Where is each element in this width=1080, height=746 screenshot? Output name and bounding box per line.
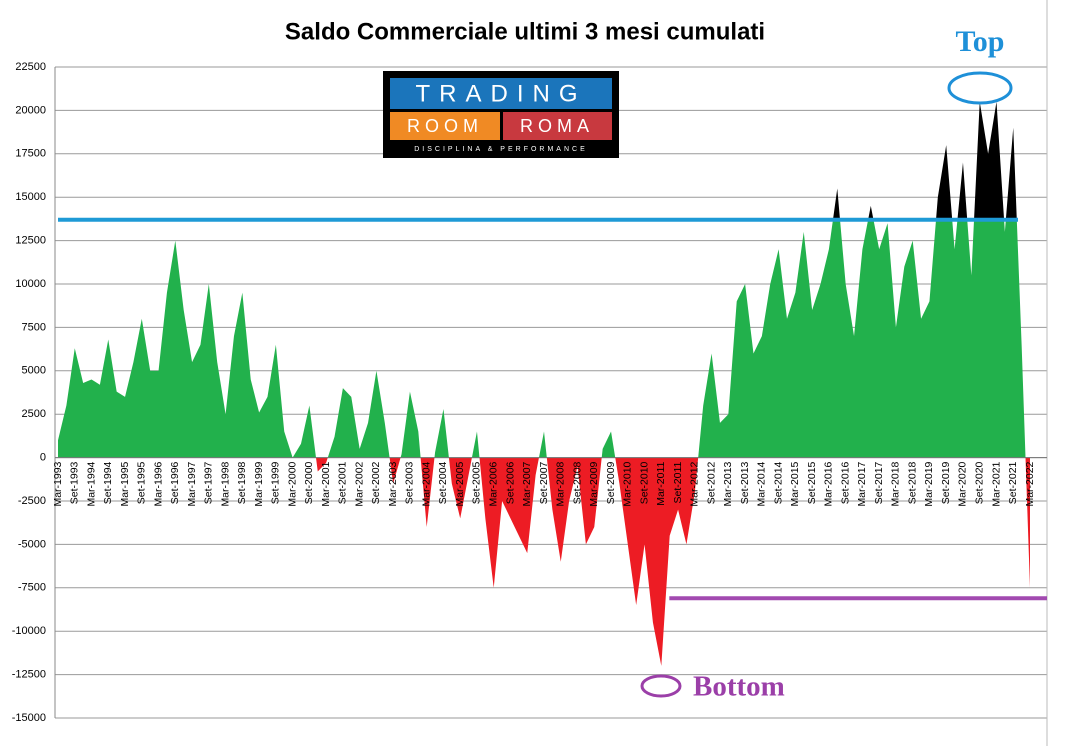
y-tick-label: -2500 bbox=[18, 495, 46, 507]
x-tick-label: Mar-2016 bbox=[823, 461, 835, 506]
y-tick-label: -10000 bbox=[12, 625, 46, 637]
x-tick-label: Mar-2002 bbox=[353, 461, 365, 506]
x-tick-label: Mar-1995 bbox=[119, 461, 131, 506]
y-tick-label: 10000 bbox=[15, 278, 46, 290]
y-tick-label: 5000 bbox=[22, 365, 46, 377]
x-tick-label: Set-2004 bbox=[437, 461, 449, 504]
x-tick-label: Mar-1998 bbox=[219, 461, 231, 506]
x-tick-label: Set-1993 bbox=[69, 461, 81, 504]
x-tick-label: Mar-2003 bbox=[387, 461, 399, 506]
plot-area: -15000 -12500 -10000 -7500 -5000 -2500 0 2500 50… bbox=[12, 0, 1048, 746]
y-tick-label: 17500 bbox=[15, 148, 46, 160]
x-tick-label: Mar-2020 bbox=[957, 461, 969, 506]
x-tick-label: Set-2020 bbox=[974, 461, 986, 504]
y-tick-label: -7500 bbox=[18, 582, 46, 594]
x-tick-label: Mar-2014 bbox=[756, 461, 768, 506]
y-tick-label: 22500 bbox=[15, 61, 46, 73]
logo-band bbox=[390, 112, 500, 140]
area bbox=[58, 101, 1030, 666]
x-tick-label: Set-2007 bbox=[538, 461, 550, 504]
highlight-ellipse bbox=[947, 71, 1013, 105]
x-tick-label: Mar-1996 bbox=[152, 461, 164, 506]
x-tick-label: Set-2001 bbox=[337, 461, 349, 504]
x-tick-label: Set-2016 bbox=[839, 461, 851, 504]
x-tick-label: Set-2006 bbox=[504, 461, 516, 504]
x-tick-label: Set-1997 bbox=[203, 461, 215, 504]
x-tick-label: Mar-2006 bbox=[488, 461, 500, 506]
x-tick-label: Set-1998 bbox=[236, 461, 248, 504]
x-tick-label: Set-1995 bbox=[136, 461, 148, 504]
x-tick-label: Mar-2015 bbox=[789, 461, 801, 506]
x-tick-label: Mar-2001 bbox=[320, 461, 332, 506]
x-tick-label: Mar-2011 bbox=[655, 461, 667, 505]
x-tick-label: Set-2012 bbox=[705, 461, 717, 504]
x-tick-label: Set-1994 bbox=[102, 461, 114, 504]
logo-tagline: DISCIPLINA & PERFORMANCE bbox=[414, 146, 588, 153]
x-tick-label: Mar-2007 bbox=[521, 461, 533, 506]
annotation: Top bbox=[956, 25, 1005, 58]
x-tick-label: Set-2002 bbox=[370, 461, 382, 504]
x-tick-label: Set-1996 bbox=[169, 461, 181, 504]
y-tick-label: -12500 bbox=[12, 669, 46, 681]
x-tick-label: Set-1999 bbox=[270, 461, 282, 504]
x-tick-label: Mar-1999 bbox=[253, 461, 265, 506]
y-tick-label: -15000 bbox=[12, 712, 46, 724]
logo-band bbox=[390, 78, 612, 109]
logo: TRADING ROOM ROMA DISCIPLINA & PERFORMAN… bbox=[383, 71, 619, 158]
annotation: Bottom bbox=[693, 671, 785, 703]
y-tick-label: 20000 bbox=[15, 104, 46, 116]
x-tick-label: Mar-2008 bbox=[555, 461, 567, 506]
y-tick-label: 7500 bbox=[22, 321, 46, 333]
x-tick-label: Mar-2004 bbox=[420, 461, 432, 506]
x-tick-label: Mar-2018 bbox=[890, 461, 902, 506]
x-tick-label: Set-2000 bbox=[303, 461, 315, 504]
x-tick-label: Set-2015 bbox=[806, 461, 818, 504]
x-tick-label: Mar-1994 bbox=[85, 461, 97, 506]
x-tick-label: Mar-2005 bbox=[454, 461, 466, 506]
x-tick-label: Mar-1997 bbox=[186, 461, 198, 506]
x-tick-label: Set-2010 bbox=[638, 461, 650, 504]
x-tick-label: Set-2011 bbox=[672, 461, 684, 503]
x-tick-label: Mar-2000 bbox=[286, 461, 298, 506]
x-tick-label: Mar-2022 bbox=[1024, 461, 1036, 506]
logo-text: ROOM bbox=[407, 116, 483, 136]
x-tick-label: Mar-2012 bbox=[689, 461, 701, 506]
x-tick-label: Mar-2021 bbox=[990, 461, 1002, 506]
x-tick-label: Mar-2019 bbox=[923, 461, 935, 506]
x-tick-label: Set-2018 bbox=[906, 461, 918, 504]
x-tick-label: Set-2005 bbox=[471, 461, 483, 504]
logo-band bbox=[503, 112, 612, 140]
x-tick-label: Mar-1993 bbox=[52, 461, 64, 506]
x-tick-label: Set-2008 bbox=[571, 461, 583, 504]
x-tick-label: Mar-2013 bbox=[722, 461, 734, 506]
x-tick-label: Set-2003 bbox=[404, 461, 416, 504]
y-tick-label: 0 bbox=[40, 452, 46, 464]
y-tick-label: 15000 bbox=[15, 191, 46, 203]
logo-text: ROMA bbox=[520, 116, 594, 136]
x-tick-label: Mar-2009 bbox=[588, 461, 600, 506]
x-tick-label: Mar-2017 bbox=[856, 461, 868, 506]
y-tick-label: 12500 bbox=[15, 235, 46, 247]
x-tick-label: Set-2021 bbox=[1007, 461, 1019, 504]
highlight-ellipse bbox=[640, 674, 682, 698]
y-tick-label: -5000 bbox=[18, 538, 46, 550]
x-tick-label: Set-2017 bbox=[873, 461, 885, 504]
logo-text: TRADING bbox=[416, 80, 587, 107]
y-tick-label: 2500 bbox=[22, 408, 46, 420]
x-tick-label: Set-2009 bbox=[605, 461, 617, 504]
x-tick-label: Set-2013 bbox=[739, 461, 751, 504]
x-tick-label: Set-2014 bbox=[772, 461, 784, 504]
chart-title: Saldo Commerciale ultimi 3 mesi cumulati bbox=[285, 18, 765, 45]
x-tick-label: Set-2019 bbox=[940, 461, 952, 504]
x-tick-label: Mar-2010 bbox=[622, 461, 634, 506]
